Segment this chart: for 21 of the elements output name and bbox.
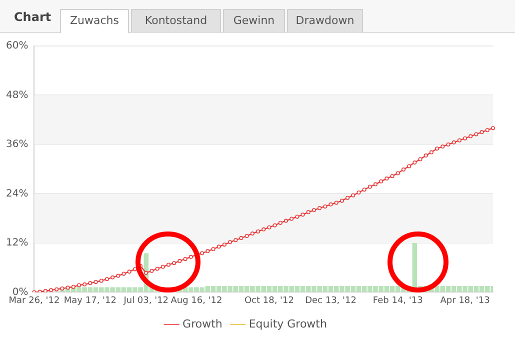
y-tick-label: 36% xyxy=(6,139,28,150)
x-tick-label: Aug 16, '12 xyxy=(170,296,222,306)
y-tick-label: 0% xyxy=(12,286,28,298)
text: Drawdown xyxy=(287,9,363,32)
x-tick-label: Mar 26, '12 xyxy=(8,296,60,306)
x-tick-label: Apr 18, '13 xyxy=(440,296,490,306)
y-tick-label: 48% xyxy=(6,90,28,101)
text: Kontostand xyxy=(131,9,221,32)
y-tick-label: 24% xyxy=(6,188,28,200)
text: Zuwachs xyxy=(60,9,129,33)
x-tick-label: Jul 03, '12 xyxy=(122,296,169,306)
y-tick-label: 60% xyxy=(6,40,28,52)
x-tick-label: Dec 13, '12 xyxy=(305,296,356,306)
x-tick-label: Oct 18, '12 xyxy=(244,296,294,306)
chart-title: Chart xyxy=(14,10,52,24)
x-tick-label: Feb 14, '13 xyxy=(372,296,423,306)
legend-label: Equity Growth xyxy=(248,317,327,330)
text: Gewinn xyxy=(223,9,285,32)
x-tick-label: May 17, '12 xyxy=(64,296,116,306)
legend-label: Growth xyxy=(182,317,222,330)
y-tick-label: 12% xyxy=(6,238,28,249)
